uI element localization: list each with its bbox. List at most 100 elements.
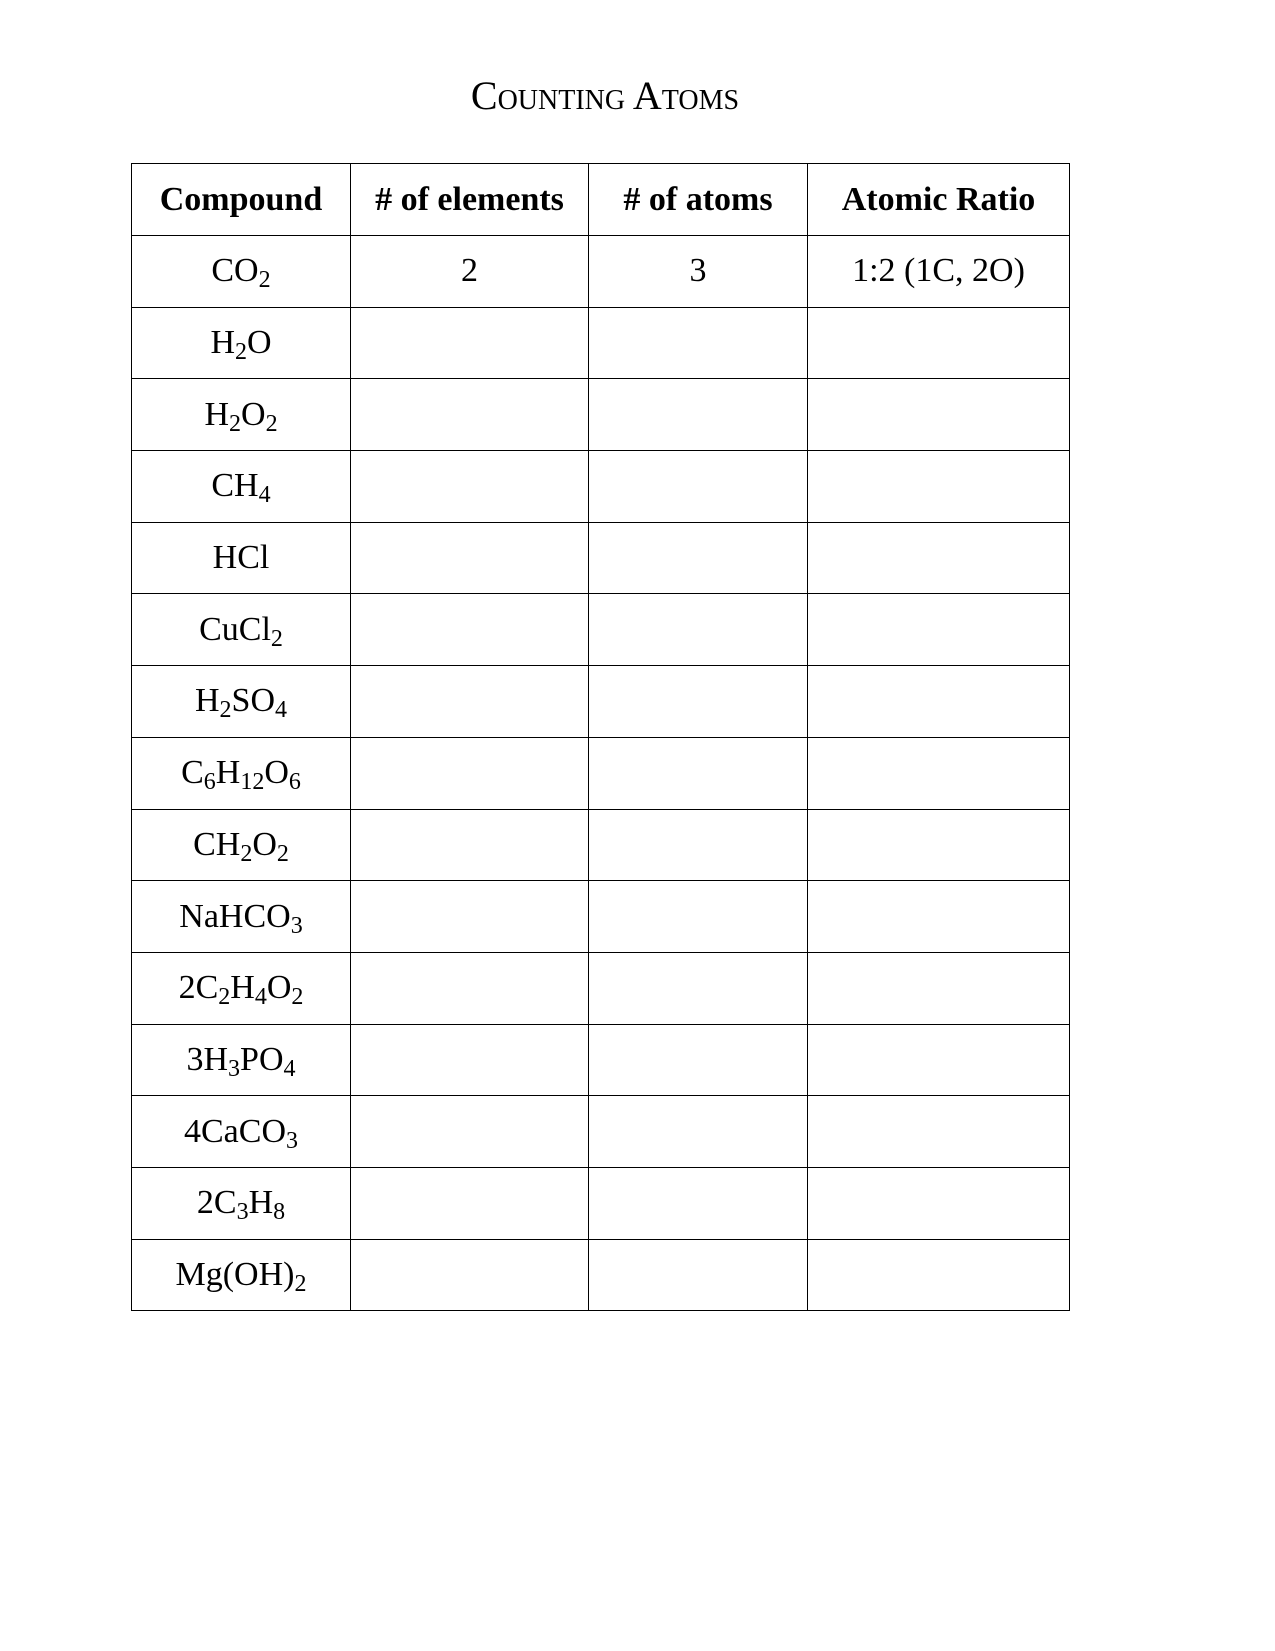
atoms-cell[interactable] — [588, 378, 808, 452]
formula-subscript: 8 — [273, 1199, 286, 1226]
atoms-cell[interactable] — [588, 593, 808, 667]
ratio-cell[interactable] — [807, 1095, 1070, 1168]
elements-cell[interactable] — [350, 593, 589, 667]
table-row: Mg(OH)2 — [131, 1238, 1070, 1312]
atoms-cell[interactable] — [588, 521, 808, 595]
formula-text: O — [266, 969, 292, 1007]
formula-text: O — [241, 395, 266, 433]
formula-text: 4CaCO — [184, 1112, 286, 1150]
elements-cell[interactable] — [350, 1023, 589, 1097]
formula-text: H — [215, 754, 241, 792]
formula-text: O — [247, 324, 272, 362]
ratio-cell[interactable]: 1:2 (1C, 2O) — [807, 235, 1070, 308]
formula-text: CH — [193, 825, 241, 863]
table-row: C6H12O6 — [131, 736, 1070, 810]
formula-subscript: 2 — [270, 625, 283, 652]
elements-cell[interactable]: 2 — [350, 235, 589, 308]
formula-subscript: 2 — [235, 339, 247, 366]
formula-text: H — [194, 682, 220, 720]
atoms-cell[interactable] — [588, 450, 808, 523]
formula-text: Mg(OH) — [175, 1255, 295, 1293]
compound-cell: H2O — [131, 306, 351, 380]
compound-cell: C6H12O6 — [131, 736, 351, 810]
formula-subscript: 6 — [203, 769, 216, 796]
table-row: 3H3PO4 — [131, 1023, 1070, 1097]
formula-subscript: 4 — [275, 697, 288, 724]
formula-subscript: 2 — [229, 410, 241, 437]
table-row: HCl — [131, 521, 1070, 595]
ratio-cell[interactable] — [807, 665, 1070, 738]
formula-text: C — [181, 754, 204, 792]
atoms-cell[interactable] — [588, 736, 808, 810]
compound-cell: CO2 — [131, 235, 351, 308]
header-ratio: Atomic Ratio — [807, 163, 1070, 236]
table-row: 4CaCO3 — [131, 1095, 1070, 1168]
elements-cell[interactable] — [350, 450, 589, 523]
compound-cell: CuCl2 — [131, 593, 351, 667]
elements-cell[interactable] — [350, 306, 589, 380]
ratio-cell[interactable] — [807, 1023, 1070, 1097]
elements-cell[interactable] — [350, 378, 589, 452]
atoms-cell[interactable] — [588, 880, 808, 953]
compound-cell: H2SO4 — [131, 665, 351, 738]
formula-subscript: 2 — [258, 267, 271, 294]
elements-cell[interactable] — [350, 1238, 589, 1312]
formula-subscript: 2 — [276, 840, 289, 867]
formula-subscript: 12 — [240, 769, 265, 796]
compound-cell: 2C3H8 — [131, 1166, 351, 1240]
ratio-cell[interactable] — [807, 306, 1070, 380]
table-row: CH2O2 — [131, 808, 1070, 882]
formula-text: H — [204, 395, 229, 433]
atoms-cell[interactable] — [588, 1166, 808, 1240]
elements-cell[interactable] — [350, 1166, 589, 1240]
atoms-cell[interactable] — [588, 306, 808, 380]
ratio-cell[interactable] — [807, 593, 1070, 667]
formula-text: HCl — [212, 539, 270, 577]
table-row: H2O2 — [131, 378, 1070, 452]
compound-cell: H2O2 — [131, 378, 351, 452]
ratio-cell[interactable] — [807, 1166, 1070, 1240]
formula-text: CuCl — [199, 610, 271, 648]
ratio-cell[interactable] — [807, 521, 1070, 595]
ratio-cell[interactable] — [807, 450, 1070, 523]
formula-subscript: 2 — [240, 840, 253, 867]
formula-text: PO — [240, 1040, 284, 1078]
atoms-cell[interactable] — [588, 665, 808, 738]
formula-subscript: 6 — [288, 769, 301, 796]
ratio-cell[interactable] — [807, 1238, 1070, 1312]
formula-subscript: 2 — [291, 984, 304, 1011]
formula-text: H — [248, 1184, 274, 1222]
ratio-cell[interactable] — [807, 951, 1070, 1025]
ratio-cell[interactable] — [807, 378, 1070, 452]
header-compound: Compound — [131, 163, 351, 236]
table-row: H2O — [131, 306, 1070, 380]
elements-cell[interactable] — [350, 521, 589, 595]
formula-text: 3H — [186, 1040, 229, 1078]
elements-cell[interactable] — [350, 1095, 589, 1168]
atoms-cell[interactable] — [588, 1023, 808, 1097]
ratio-cell[interactable] — [807, 736, 1070, 810]
ratio-cell[interactable] — [807, 880, 1070, 953]
elements-cell[interactable] — [350, 665, 589, 738]
atoms-cell[interactable] — [588, 808, 808, 882]
header-row: Compound # of elements # of atoms Atomic… — [131, 163, 1070, 236]
atoms-cell[interactable]: 3 — [588, 235, 808, 308]
atoms-cell[interactable] — [588, 951, 808, 1025]
compound-cell: 2C2H4O2 — [131, 951, 351, 1025]
formula-subscript: 3 — [236, 1199, 249, 1226]
compound-cell: 4CaCO3 — [131, 1095, 351, 1168]
elements-cell[interactable] — [350, 951, 589, 1025]
atoms-cell[interactable] — [588, 1095, 808, 1168]
atoms-cell[interactable] — [588, 1238, 808, 1312]
compound-cell: 3H3PO4 — [131, 1023, 351, 1097]
table-row: H2SO4 — [131, 665, 1070, 738]
elements-cell[interactable] — [350, 880, 589, 953]
table-row: CO2 2 3 1:2 (1C, 2O) — [131, 235, 1070, 308]
formula-text: 2C — [178, 969, 219, 1007]
formula-text: NaHCO — [179, 897, 291, 935]
ratio-cell[interactable] — [807, 808, 1070, 882]
formula-text: H — [210, 324, 235, 362]
formula-subscript: 4 — [254, 984, 267, 1011]
elements-cell[interactable] — [350, 808, 589, 882]
elements-cell[interactable] — [350, 736, 589, 810]
